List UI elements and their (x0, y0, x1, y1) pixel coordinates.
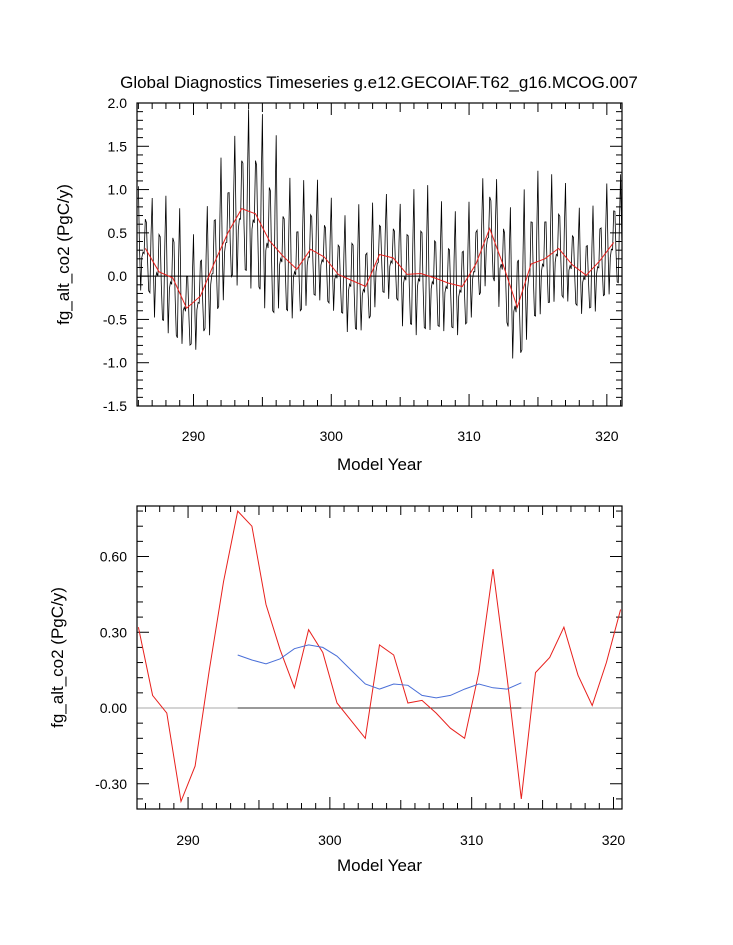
x-tick-label: 310 (460, 832, 484, 848)
bottom-x-axis-label: Model Year (337, 856, 422, 875)
y-tick-label: -1.0 (103, 355, 127, 371)
top-y-tick-labels: -1.5 -1.0 -0.5 0.0 0.5 1.0 1.5 2.0 (103, 95, 127, 414)
y-tick-label: -1.5 (103, 398, 127, 414)
bottom-y-axis-label: fg_alt_co2 (PgC/y) (48, 587, 67, 728)
x-tick-label: 300 (320, 428, 344, 444)
top-panel: 290 300 310 320 -1.5 -1.0 -0.5 0.0 0.5 1.0 1.5 2.0… (54, 95, 623, 474)
y-tick-label: 0.0 (108, 268, 128, 284)
y-tick-label: 0.30 (100, 624, 127, 640)
bottom-x-tick-labels: 290 300 310 320 (176, 832, 625, 848)
x-tick-label: 320 (602, 832, 626, 848)
top-annual-series-line (144, 207, 615, 310)
x-tick-label: 300 (318, 832, 342, 848)
y-tick-label: 2.0 (108, 95, 128, 111)
y-tick-label: 0.60 (100, 549, 127, 565)
y-tick-label: 1.5 (108, 138, 128, 154)
bottom-ticks (137, 506, 622, 809)
y-tick-label: 0.00 (100, 700, 127, 716)
x-tick-label: 320 (595, 428, 619, 444)
x-tick-label: 310 (457, 428, 481, 444)
bottom-annual-series-line (137, 510, 622, 804)
y-tick-label: -0.30 (95, 776, 127, 792)
chart-title: Global Diagnostics Timeseries g.e12.GECO… (120, 73, 638, 92)
bottom-running-mean-line (237, 644, 522, 699)
top-monthly-series-line (138, 109, 623, 359)
bottom-panel: 290 300 310 320 -0.30 0.00 0.30 0.60 Model Yea… (48, 505, 625, 875)
y-tick-label: -0.5 (103, 311, 127, 327)
top-x-axis-label: Model Year (337, 455, 422, 474)
top-plot-frame (136, 102, 623, 407)
y-tick-label: 1.0 (108, 182, 128, 198)
x-tick-label: 290 (176, 832, 200, 848)
bottom-plot-frame (136, 505, 623, 810)
x-tick-label: 290 (182, 428, 206, 444)
bottom-y-tick-labels: -0.30 0.00 0.30 0.60 (95, 549, 127, 792)
top-x-tick-labels: 290 300 310 320 (182, 428, 619, 444)
y-tick-label: 0.5 (108, 225, 128, 241)
top-y-axis-label: fg_alt_co2 (PgC/y) (54, 184, 73, 325)
